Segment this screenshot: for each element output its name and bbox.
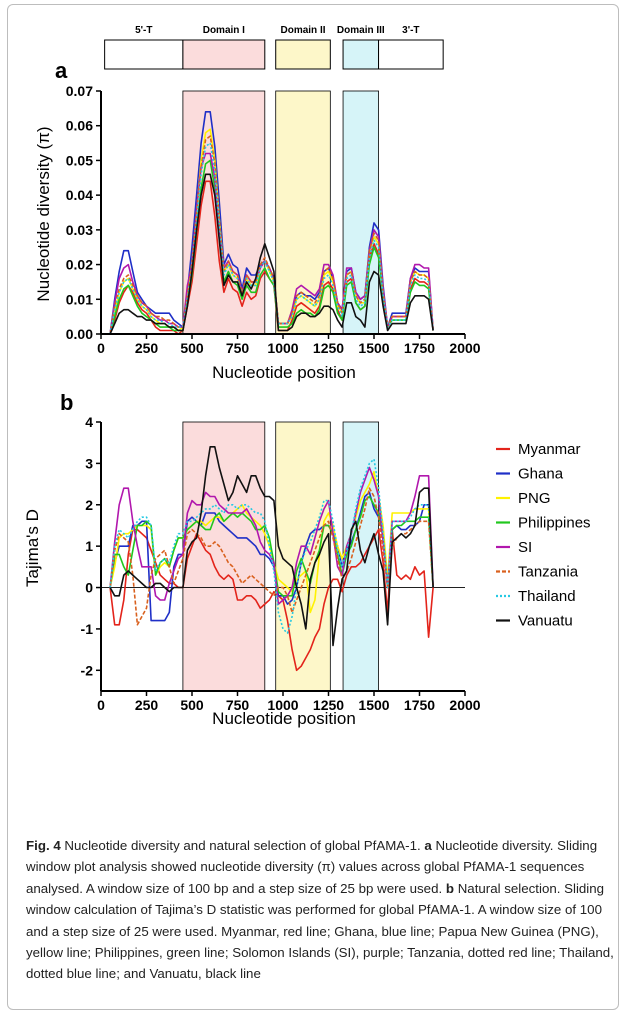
domain-segment [104,39,184,70]
legend-label: Thailand [518,588,576,605]
y-tick-label: 0.07 [66,83,93,99]
y-tick-label: 0.02 [66,257,93,273]
figure-caption: Fig. 4 Nucleotide diversity and natural … [26,835,616,985]
panel-b-chart: -2 -1 0 1 2 3 4 0 250 500 750 1000 1250 1500 1750 2000 [81,414,481,713]
x-tick-label: 1500 [358,340,389,356]
y-tick-label: -1 [81,621,94,637]
x-tick-label: 250 [135,697,159,713]
panel-a-chart: 0.00 0.01 0.02 0.03 0.04 0.05 0.06 0.07 0 250 500 7… [66,83,481,356]
y-tick-label: 0.03 [66,222,93,238]
x-tick-label: 500 [180,697,204,713]
figure-frame [7,4,619,1010]
panel-b-x-axis-label: Nucleotide position [212,709,356,728]
x-tick-label: 750 [226,697,250,713]
panel-a-x-axis-label: Nucleotide position [212,363,356,382]
x-tick-label: 2000 [449,340,480,356]
x-tick-label: 0 [97,340,105,356]
caption-fig-label: Fig. 4 [26,838,61,853]
x-tick-label: 1000 [267,697,298,713]
panel-b-label: b [60,390,73,415]
shaded-region [342,90,379,335]
caption-b-label: b [445,880,454,896]
domain-label: Domain I [203,25,245,36]
x-tick-label: 1000 [267,340,298,356]
y-tick-label: 0.01 [66,291,93,307]
legend-label: Ghana [518,466,564,483]
shaded-region [182,421,266,692]
legend-label: Philippines [518,515,591,532]
x-tick-label: 0 [97,697,105,713]
legend-label: Vanuatu [518,613,573,630]
series-line-tanzania [109,135,434,335]
shaded-region [342,421,379,692]
y-tick-label: 1 [85,538,93,554]
series-line-myanmar [109,528,434,672]
domain-bar: 5'-T Domain I Domain II Domain III 3'-T [104,25,444,70]
y-tick-label: 0.04 [66,187,93,203]
legend-label: PNG [518,490,551,507]
domain-segment [378,39,444,70]
domain-segment [342,39,380,70]
x-tick-label: 1500 [358,697,389,713]
caption-a-text: Nucleotide diversity. Sliding window plo… [26,838,598,896]
series-line-vanuatu [109,173,434,335]
legend-label: SI [518,539,532,556]
domain-label: Domain III [337,25,385,36]
caption-b-text: Natural selection. Sliding window calcul… [26,880,614,982]
x-tick-label: 1750 [404,697,435,713]
y-tick-label: 0.05 [66,152,93,168]
legend-label: Tanzania [518,564,579,581]
x-tick-label: 1750 [404,340,435,356]
y-tick-label: 2 [85,497,93,513]
caption-a-label: a [424,838,432,853]
y-tick-label: 3 [85,455,93,471]
y-tick-label: 4 [85,414,93,430]
x-tick-label: 1250 [313,697,344,713]
x-tick-label: 1250 [313,340,344,356]
x-tick-label: 250 [135,340,159,356]
series-line-si [109,466,434,605]
y-tick-label: 0.06 [66,118,93,134]
x-tick-label: 750 [226,340,250,356]
x-tick-label: 500 [180,340,204,356]
series-line-thailand [109,458,434,634]
domain-segment [182,39,266,70]
legend-label: Myanmar [518,441,581,458]
panel-b-y-axis-label: Tajima's D [23,509,42,587]
panel-a-y-axis-label: Nucleotide diversity (π) [34,126,53,301]
caption-title: Nucleotide diversity and natural selecti… [60,838,425,853]
domain-label: Domain II [281,25,326,36]
series-line-tanzania [109,487,434,626]
series-line-thailand [109,142,434,335]
panel-a-label: a [55,58,68,83]
domain-label: 3'-T [402,25,419,36]
figure-canvas: 5'-T Domain I Domain II Domain III 3'-T a 0.… [23,25,591,728]
series-line-vanuatu [109,445,434,647]
y-tick-label: 0 [85,580,93,596]
domain-label: 5'-T [135,25,152,36]
domain-segment [275,39,331,70]
y-tick-label: 0.00 [66,326,93,342]
panel-b-legend: Myanmar Ghana PNG Philippines SI Tanzania Thai… [496,441,591,630]
y-tick-label: -2 [81,662,94,678]
x-tick-label: 2000 [449,697,480,713]
